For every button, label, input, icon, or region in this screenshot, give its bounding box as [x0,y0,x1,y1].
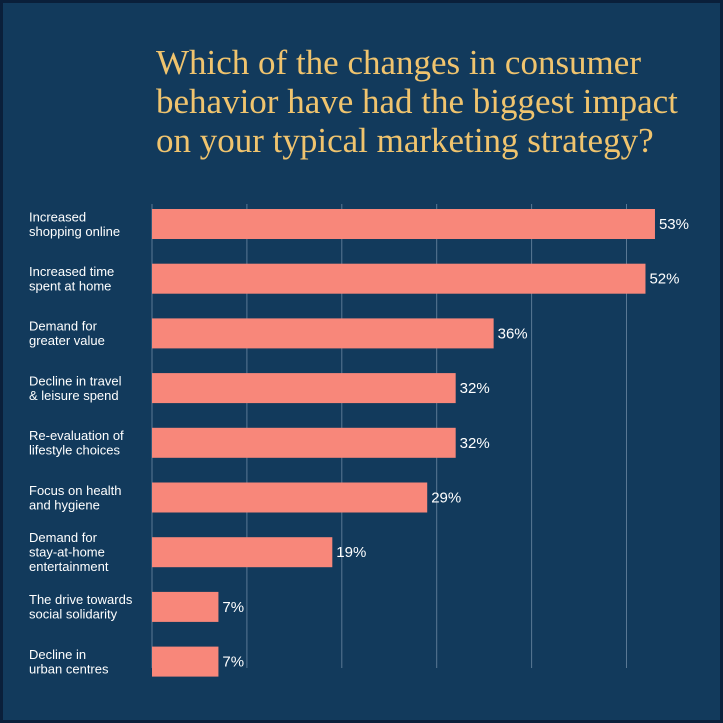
value-label: 32% [460,380,490,397]
chart-title-line: on your typical marketing strategy? [156,121,654,160]
bar [152,209,655,239]
category-label: The drive towards social solidarity [29,592,133,622]
value-label: 19% [336,544,366,561]
value-label: 53% [659,216,689,233]
bar [152,427,456,458]
category-label: Increased shopping online [29,209,120,239]
value-label: 32% [460,435,490,452]
bar [152,373,456,404]
bar [152,537,333,568]
value-label: 29% [431,490,461,507]
bar [152,263,646,294]
bars [152,209,655,677]
value-labels: 53% 52% 36% 32% 32% 29% 19% 7% 7% [222,216,689,671]
category-label: Demand for stay-at-home entertainment [29,530,109,574]
bar [152,591,219,622]
category-labels: Increased shopping online Increased time sp… [29,209,133,676]
bar [152,318,494,349]
chart-title-line: Which of the changes in consumer [156,43,641,82]
category-label: Demand for greater value [29,319,105,349]
chart-title-line: behavior have had the biggest impact [156,82,678,121]
bar [152,646,219,677]
chart-title: Which of the changes in consumer behavio… [156,43,716,160]
category-label: Decline in urban centres [29,647,109,677]
value-label: 7% [222,654,244,671]
category-label: Decline in travel & leisure spend [29,373,122,403]
value-label: 7% [222,599,244,616]
category-label: Increased time spent at home [29,264,114,294]
value-label: 36% [498,325,528,342]
category-label: Focus on health and hygiene [29,483,122,513]
bar [152,482,428,513]
category-label: Re-evaluation of lifestyle choices [29,428,124,458]
value-label: 52% [649,271,679,288]
